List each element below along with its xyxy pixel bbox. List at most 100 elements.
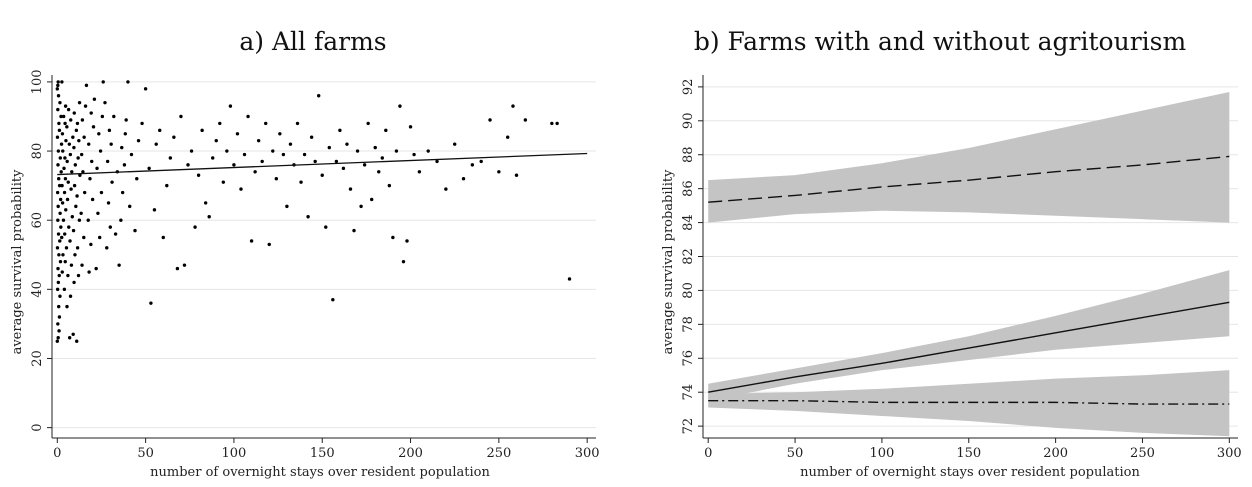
scatter-point (228, 104, 233, 108)
scatter-point (136, 138, 141, 143)
scatter-point (113, 232, 118, 236)
scatter-point (56, 107, 60, 112)
scatter-point (92, 97, 97, 101)
a-y-tick-label: 60 (30, 212, 45, 229)
scatter-point (63, 156, 67, 160)
scatter-point (60, 183, 64, 188)
panel-a-axes: 0 20 40 60 80 100 0 50 100 150 200 250 300 (30, 70, 600, 461)
a-y-tick-label: 100 (30, 70, 45, 95)
scatter-point (505, 135, 510, 139)
panel-b-y-axis-label: average survival probability (661, 169, 676, 354)
scatter-point (288, 142, 293, 146)
scatter-point (239, 187, 243, 191)
scatter-point (55, 339, 59, 343)
scatter-point (64, 138, 68, 143)
scatter-point (97, 132, 101, 136)
a-x-tick-label: 100 (222, 446, 247, 461)
scatter-point (158, 128, 162, 133)
scatter-point (514, 173, 519, 177)
b-x-tick-label: 200 (1043, 446, 1068, 461)
series-line-long-dash (708, 155, 1230, 203)
scatter-point (461, 177, 466, 181)
scatter-point (324, 225, 328, 229)
scatter-point (274, 177, 279, 181)
scatter-point (394, 149, 399, 153)
scatter-point (61, 218, 66, 222)
scatter-point (59, 142, 64, 146)
scatter-point (95, 166, 99, 171)
scatter-point (68, 239, 72, 243)
scatter-point (417, 170, 422, 174)
scatter-point (63, 121, 67, 126)
a-x-tick-label: 0 (53, 446, 61, 461)
b-x-tick-label: 150 (956, 446, 981, 461)
b-y-tick-label: 84 (681, 214, 696, 231)
series-line-dash-dot (708, 399, 1230, 405)
b-y-tick-label: 80 (681, 282, 696, 299)
scatter-point (56, 218, 60, 222)
scatter-point (98, 149, 103, 153)
scatter-point (91, 125, 96, 129)
scatter-point (281, 152, 286, 157)
scatter-point (75, 194, 79, 198)
scatter-point (264, 121, 268, 126)
b-x-tick-label: 300 (1217, 446, 1242, 461)
scatter-point (387, 183, 392, 188)
scatter-point (253, 170, 257, 174)
scatter-point (59, 225, 63, 229)
scatter-point (83, 104, 88, 108)
scatter-point (71, 228, 76, 233)
scatter-point (70, 170, 74, 174)
a-x-tick-label: 150 (310, 446, 335, 461)
scatter-point (567, 277, 572, 281)
scatter-point (352, 228, 356, 233)
scatter-point (256, 138, 261, 143)
scatter-point (77, 218, 82, 222)
scatter-point (313, 159, 317, 164)
scatter-point (112, 114, 116, 119)
scatter-point (67, 142, 72, 146)
scatter-point (100, 114, 105, 119)
scatter-point (453, 142, 457, 146)
scatter-point (523, 118, 528, 122)
scatter-point (105, 246, 109, 250)
scatter-point (57, 183, 62, 188)
a-y-tick-label: 40 (30, 281, 45, 298)
scatter-point (80, 263, 84, 267)
scatter-point (75, 339, 79, 343)
scatter-point (77, 138, 81, 143)
scatter-point (55, 287, 60, 292)
panel-a-title: a) All farms (239, 27, 386, 56)
scatter-point (65, 125, 69, 129)
b-x-tick-label: 100 (869, 446, 894, 461)
b-x-tick-label: 250 (1130, 446, 1155, 461)
b-y-tick-label: 90 (681, 113, 696, 130)
scatter-point (405, 239, 409, 243)
scatter-point (401, 259, 406, 264)
scatter-point (76, 273, 81, 278)
scatter-point (73, 163, 78, 167)
scatter-point (62, 190, 67, 195)
scatter-point (72, 183, 77, 188)
scatter-point (214, 138, 218, 143)
scatter-point (57, 177, 61, 181)
scatter-point (110, 180, 114, 184)
scatter-point (285, 204, 289, 209)
scatter-point (58, 259, 63, 264)
scatter-point (124, 118, 128, 122)
scatter-point (175, 266, 180, 271)
scatter-point (106, 201, 111, 205)
b-y-tick-label: 92 (681, 79, 696, 96)
a-x-tick-label: 250 (486, 446, 511, 461)
b-y-tick-label: 82 (681, 248, 696, 265)
scatter-point (61, 149, 65, 153)
scatter-point (84, 83, 89, 88)
scatter-point (260, 159, 264, 164)
scatter-point (108, 225, 112, 229)
scatter-point (82, 135, 86, 139)
scatter-point (73, 253, 77, 257)
scatter-point (72, 111, 76, 115)
scatter-point (369, 197, 374, 202)
scatter-point (143, 87, 148, 91)
confidence-band-dash-dot (708, 370, 1230, 437)
